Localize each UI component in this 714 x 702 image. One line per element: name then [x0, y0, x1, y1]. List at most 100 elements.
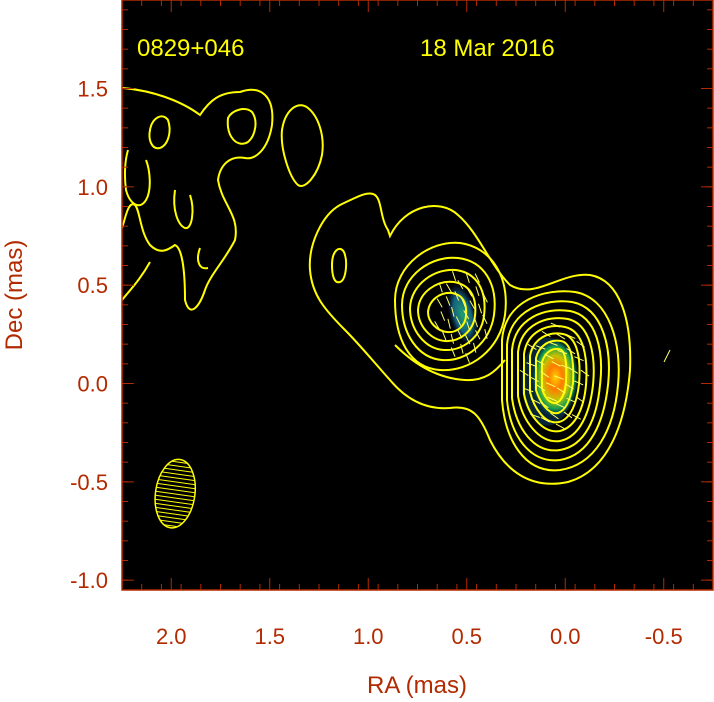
evpa-tick: [535, 345, 546, 350]
evpa-tick: [571, 414, 581, 420]
x-tick-label: 1.5: [254, 624, 285, 649]
contour-line: [122, 87, 274, 311]
evpa-tick: [566, 397, 576, 403]
evpa-tick: [575, 396, 585, 403]
evpa-tick: [531, 398, 541, 405]
evpa-tick: [556, 387, 566, 394]
evpa-tick: [455, 316, 462, 326]
contour-line: [330, 247, 348, 284]
y-tick-label: -0.5: [70, 470, 108, 495]
y-tick-label: 0.0: [77, 372, 108, 397]
evpa-tick: [540, 371, 550, 378]
contour-line: [523, 325, 588, 433]
contour-line: [308, 192, 632, 485]
evpa-tick: [564, 383, 574, 390]
contour-line: [226, 108, 257, 145]
contour-line: [123, 149, 151, 207]
evpa-tick: [529, 376, 539, 382]
evpa-tick: [447, 318, 451, 329]
date-label: 18 Mar 2016: [420, 35, 555, 62]
evpa-tick: [445, 283, 452, 293]
evpa-tick: [554, 375, 564, 380]
evpa-tick: [451, 306, 455, 317]
evpa-tick: [469, 300, 476, 310]
y-tick-label: 1.0: [77, 175, 108, 200]
evpa-tick: [482, 314, 488, 325]
evpa-tick: [663, 349, 671, 363]
evpa-tick: [465, 273, 470, 284]
contour-line: [197, 247, 209, 270]
evpa-tick: [544, 353, 554, 360]
evpa-tick: [540, 401, 549, 409]
evpa-tick: [461, 297, 466, 308]
plot-area: [122, 0, 713, 590]
x-tick-label: 2.0: [156, 624, 187, 649]
evpa-tick: [550, 322, 561, 328]
evpa-tick: [475, 286, 480, 297]
contour-line: [393, 241, 507, 372]
contour-line: [529, 332, 581, 424]
evpa-tick: [550, 412, 559, 420]
evpa-tick: [482, 293, 488, 303]
evpa-tick: [551, 361, 561, 367]
evpa-tick: [573, 380, 584, 386]
contour-line: [148, 115, 171, 150]
evpa-tick: [526, 362, 536, 367]
evpa-tick: [527, 343, 537, 351]
evpa-tick: [434, 321, 441, 331]
evpa-tick: [536, 384, 546, 392]
evpa-tick: [563, 411, 573, 419]
evpa-tick: [452, 271, 457, 281]
contour-line: [511, 309, 603, 452]
evpa-tick: [574, 356, 584, 362]
evpa-tick: [484, 329, 488, 339]
evpa-tick: [523, 387, 534, 393]
evpa-tick: [460, 343, 464, 354]
evpa-tick: [547, 341, 558, 346]
contour-line: [408, 268, 486, 352]
beam-ellipse: [154, 458, 197, 529]
polarization-ticks: [434, 271, 671, 430]
evpa-tick: [560, 364, 571, 369]
contour-line: [122, 261, 151, 301]
evpa-tick: [519, 369, 529, 376]
evpa-tick: [530, 413, 540, 418]
evpa-tick: [473, 317, 478, 328]
evpa-tick: [569, 367, 579, 374]
evpa-tick: [555, 423, 566, 430]
evpa-tick: [541, 330, 551, 338]
contour-line: [400, 256, 496, 362]
evpa-tick: [457, 279, 464, 290]
contour-line: [535, 339, 575, 415]
evpa-tick: [450, 333, 455, 344]
y-tick-label: 0.5: [77, 273, 108, 298]
evpa-tick: [438, 282, 443, 293]
y-axis-label: Dec (mas): [1, 240, 28, 351]
x-tick-label: 0.5: [451, 624, 482, 649]
x-tick-labels: 2.0 1.5 1.0 0.5 0.0 -0.5: [156, 624, 683, 649]
evpa-tick: [565, 333, 576, 339]
x-tick-label: 1.0: [353, 624, 384, 649]
x-tick-label: -0.5: [645, 624, 683, 649]
evpa-tick: [557, 349, 568, 355]
evpa-tick: [546, 382, 556, 388]
evpa-tick: [466, 287, 473, 297]
evpa-tick: [445, 296, 451, 306]
contour-line: [280, 104, 324, 187]
evpa-tick: [576, 340, 585, 348]
contour-line: [541, 347, 568, 405]
x-tick-label: 0.0: [550, 624, 581, 649]
axis-ticks: [121, 0, 714, 590]
evpa-tick: [556, 333, 566, 340]
evpa-tick: [465, 334, 471, 345]
contour-line: [173, 189, 194, 230]
evpa-tick: [472, 342, 477, 353]
evpa-tick: [436, 298, 443, 308]
evpa-tick: [474, 273, 480, 283]
evpa-tick: [466, 321, 471, 332]
evpa-tick: [555, 403, 566, 409]
source-label: 0829+046: [137, 35, 244, 62]
y-tick-label: -1.0: [70, 568, 108, 593]
evpa-tick: [478, 303, 483, 314]
